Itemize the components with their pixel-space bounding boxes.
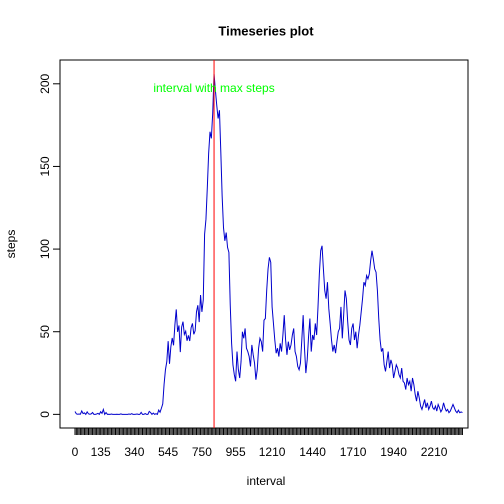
x-tick-label: 2210	[421, 445, 448, 459]
line	[74, 73, 463, 416]
y-tick-label: 50	[38, 325, 52, 339]
x-axis-label: interval	[247, 474, 286, 488]
y-axis-label: steps	[4, 230, 18, 259]
y-tick-label: 150	[38, 156, 52, 176]
x-tick-label: 750	[192, 445, 212, 459]
x-tick-label: 955	[226, 445, 246, 459]
x-tick-label: 1710	[340, 445, 367, 459]
chart-title: Timeseries plot	[218, 23, 314, 38]
x-tick-label: 0	[72, 445, 79, 459]
x-tick-label: 340	[124, 445, 144, 459]
x-tick-label: 1940	[380, 445, 407, 459]
y-tick-label: 0	[38, 411, 52, 418]
x-tick-label: 1440	[299, 445, 326, 459]
y-tick-label: 100	[38, 239, 52, 259]
y-tick-label: 200	[38, 73, 52, 93]
x-tick-label: 135	[91, 445, 111, 459]
x-tick-label: 1210	[259, 445, 286, 459]
annotation: interval with max steps	[153, 81, 274, 95]
x-tick-label: 545	[158, 445, 178, 459]
